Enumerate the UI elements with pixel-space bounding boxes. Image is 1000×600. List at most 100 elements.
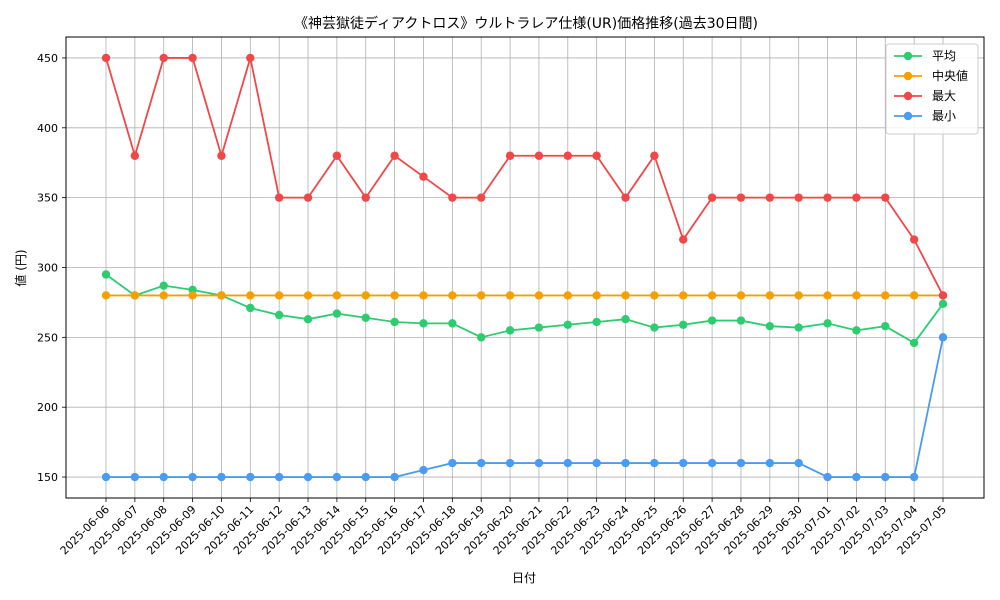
data-point	[592, 151, 601, 160]
data-point	[852, 193, 861, 202]
data-point	[707, 316, 717, 325]
data-point	[274, 310, 284, 320]
data-point	[217, 151, 226, 160]
data-point	[592, 291, 601, 300]
data-point	[390, 291, 399, 300]
series-平均	[101, 270, 948, 348]
chart-title: 《神芸獄徒ディアクトロス》ウルトラレア仕様(UR)価格推移(過去30日間)	[294, 15, 758, 32]
data-point	[621, 291, 630, 300]
data-point	[736, 193, 746, 202]
y-tick-label: 150	[37, 471, 58, 484]
data-point	[448, 193, 457, 202]
plot-frame	[65, 36, 985, 499]
legend-marker	[903, 71, 913, 81]
data-point	[765, 291, 775, 300]
data-point	[823, 319, 832, 328]
data-point	[852, 291, 861, 300]
legend-marker	[903, 51, 913, 61]
data-point	[650, 151, 659, 160]
legend-label: 最小	[932, 109, 956, 123]
data-point	[246, 472, 255, 482]
y-tick-label: 250	[37, 331, 58, 344]
data-point	[448, 319, 457, 328]
data-point	[477, 458, 486, 468]
data-point	[823, 472, 832, 482]
data-point	[130, 151, 140, 160]
data-point	[188, 53, 197, 63]
data-point	[101, 53, 111, 63]
data-point	[938, 333, 948, 342]
data-point	[881, 321, 890, 331]
data-point	[794, 193, 803, 202]
data-point	[650, 291, 659, 300]
data-point	[563, 151, 572, 160]
data-point	[563, 291, 572, 300]
data-point	[563, 320, 572, 329]
y-tick-label: 300	[37, 262, 58, 275]
data-point	[303, 314, 313, 324]
data-point	[274, 291, 284, 300]
data-point	[621, 314, 630, 324]
legend-item: 平均	[894, 49, 956, 63]
grid	[66, 37, 984, 498]
data-point	[303, 291, 313, 300]
data-point	[477, 333, 486, 342]
data-point	[534, 458, 544, 468]
data-point	[736, 458, 746, 468]
series-最小	[101, 333, 948, 482]
data-point	[361, 313, 370, 322]
data-point	[217, 291, 226, 300]
data-point	[130, 472, 140, 482]
y-axis-label: 値 (円)	[13, 249, 28, 286]
data-point	[765, 321, 775, 331]
data-point	[246, 303, 255, 313]
data-point	[332, 309, 342, 318]
legend-label: 中央値	[932, 68, 968, 83]
x-axis-label: 日付	[512, 571, 536, 585]
data-point	[909, 235, 919, 244]
data-point	[303, 193, 313, 202]
data-point	[679, 458, 688, 468]
data-point	[505, 326, 515, 335]
data-point	[159, 472, 168, 482]
legend-label: 最大	[932, 89, 956, 103]
data-point	[477, 193, 486, 202]
data-point	[505, 151, 515, 160]
data-point	[938, 299, 948, 309]
data-point	[101, 270, 111, 279]
data-point	[534, 151, 544, 160]
data-point	[246, 291, 255, 300]
data-point	[881, 291, 890, 300]
data-point	[563, 458, 572, 468]
data-point	[765, 193, 775, 202]
data-point	[332, 472, 342, 482]
series-中央値	[101, 291, 948, 300]
data-point	[823, 291, 832, 300]
data-point	[419, 465, 428, 475]
data-point	[101, 291, 111, 300]
data-point	[101, 472, 111, 482]
data-point	[938, 291, 948, 300]
data-point	[707, 193, 717, 202]
y-tick-label: 350	[37, 192, 58, 205]
y-tick-label: 200	[37, 401, 58, 414]
data-point	[361, 193, 370, 202]
data-point	[650, 458, 659, 468]
data-point	[909, 472, 919, 482]
data-point	[909, 291, 919, 300]
data-point	[448, 458, 457, 468]
data-point	[390, 317, 399, 327]
data-point	[534, 323, 544, 332]
series-最大	[101, 53, 948, 300]
data-point	[736, 291, 746, 300]
data-point	[679, 291, 688, 300]
y-tick-label: 450	[37, 52, 58, 65]
data-point	[621, 193, 630, 202]
data-point	[246, 53, 255, 63]
data-point	[159, 53, 168, 63]
data-point	[679, 320, 688, 329]
data-point	[390, 151, 399, 160]
legend-item: 最小	[894, 109, 956, 123]
